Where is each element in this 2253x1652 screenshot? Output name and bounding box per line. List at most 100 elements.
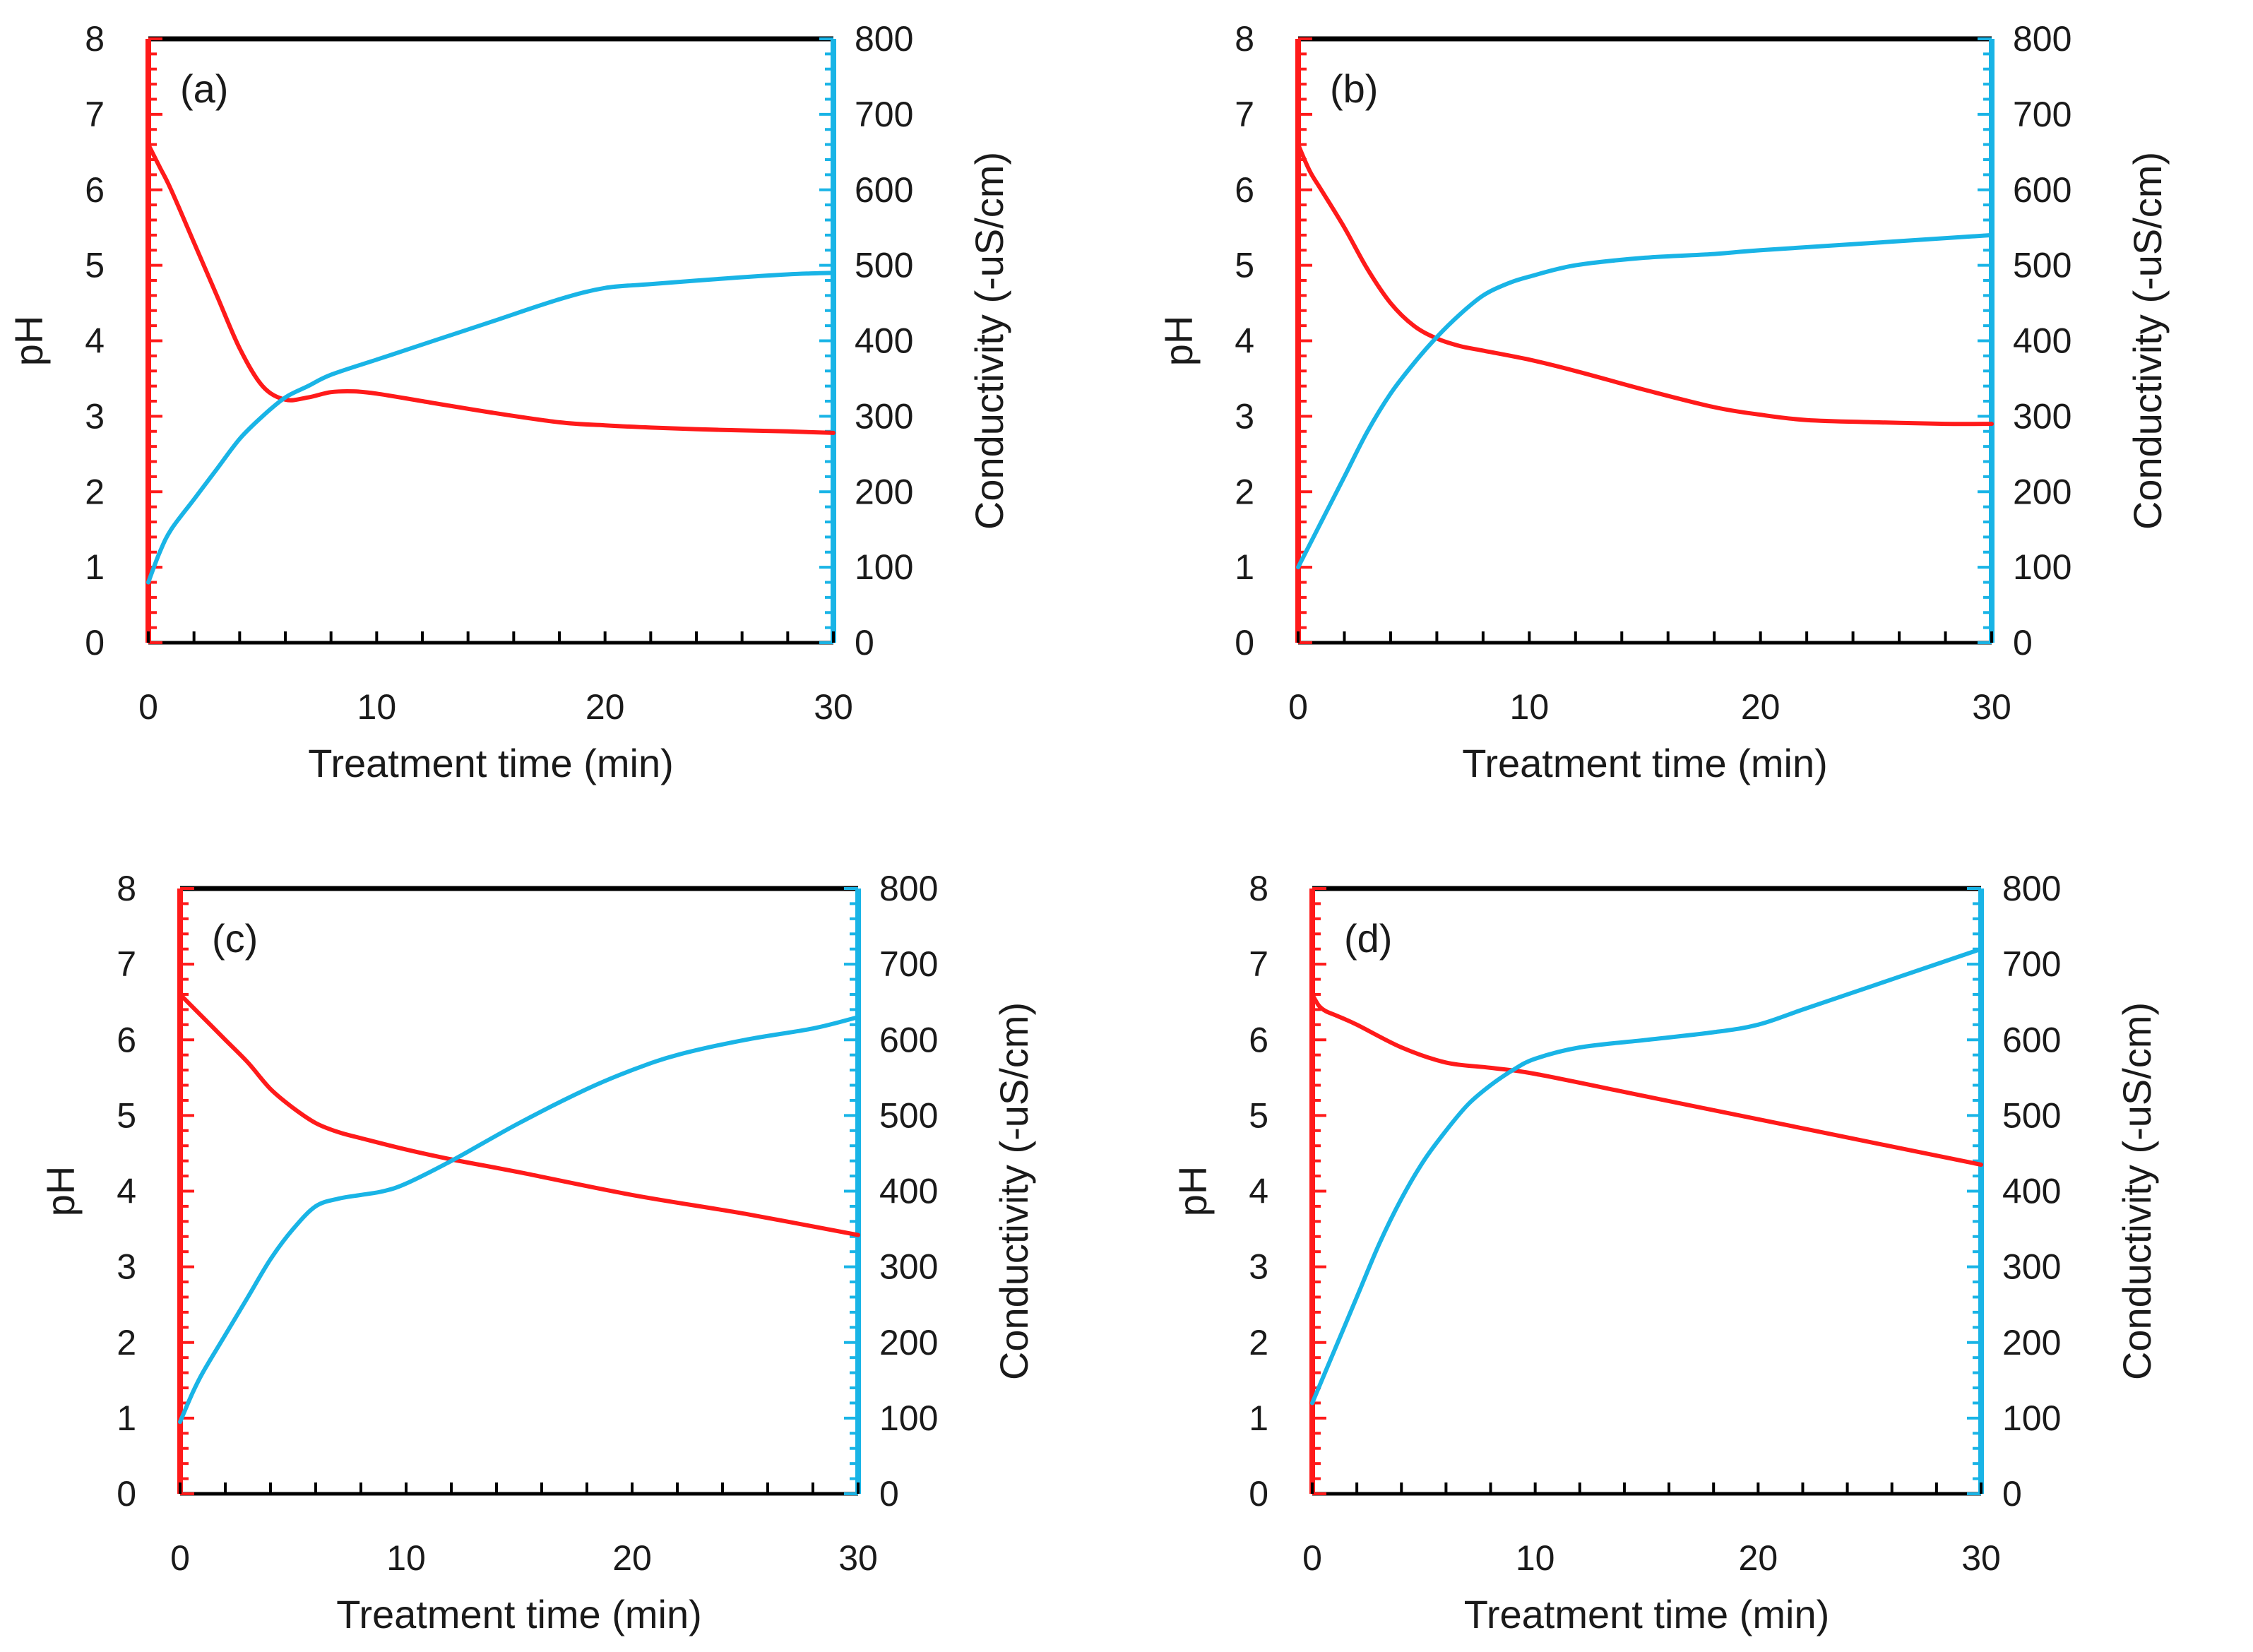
panel-b-x-tick-label: 30 bbox=[1972, 687, 2011, 727]
panel-a-ph-tick-label: 7 bbox=[85, 95, 105, 134]
panel-d-x-tick-label: 0 bbox=[1302, 1538, 1322, 1578]
panel-a-x-tick-label: 20 bbox=[585, 687, 625, 727]
panel-a-ph-line bbox=[146, 142, 836, 435]
panel-b-conductivity-tick-label: 800 bbox=[2013, 19, 2071, 59]
panel-c-ph-tick-label: 1 bbox=[117, 1398, 136, 1438]
panel-c-conductivity-line bbox=[178, 1015, 860, 1425]
panel-b-ph-tick-label: 5 bbox=[1235, 246, 1254, 285]
panel-a-conductivity-tick-label: 400 bbox=[855, 321, 913, 361]
panel-b-ph-tick-label: 0 bbox=[1235, 623, 1254, 662]
panel-d-conductivity-tick-label: 500 bbox=[2002, 1095, 2061, 1135]
panel-c-x-tick-label: 0 bbox=[170, 1538, 190, 1578]
panel-c-ph-axis-title: pH bbox=[38, 1166, 83, 1217]
panel-a-ph-tick-label: 5 bbox=[85, 246, 105, 285]
panel-a-x-tick-label: 30 bbox=[814, 687, 853, 727]
panel-a-x-tick-label: 0 bbox=[138, 687, 158, 727]
panel-a-ph-tick-label: 4 bbox=[85, 321, 105, 361]
panel-a-ph-tick-label: 2 bbox=[85, 472, 105, 511]
panel-d-x-axis-title: Treatment time (min) bbox=[1464, 1592, 1830, 1636]
panel-b-conductivity-tick-label: 200 bbox=[2013, 472, 2071, 511]
panel-b-x-tick-label: 10 bbox=[1510, 687, 1550, 727]
panel-a-conductivity-tick-label: 500 bbox=[855, 246, 913, 285]
panel-a-conductivity-tick-label: 600 bbox=[855, 170, 913, 210]
panel-d-ph-axis-title: pH bbox=[1170, 1166, 1215, 1217]
panel-d-conductivity-tick-label: 100 bbox=[2002, 1398, 2061, 1438]
panel-c-ph-tick-label: 8 bbox=[117, 869, 136, 908]
panel-b: 0 10 20 30012345678010020030040050060070080… bbox=[1156, 19, 2170, 785]
panel-b-conductivity-tick-label: 700 bbox=[2013, 95, 2071, 134]
panel-b-conductivity-line bbox=[1296, 232, 1994, 570]
panel-b-ph-tick-label: 7 bbox=[1235, 95, 1254, 134]
panel-b-ph-tick-label: 3 bbox=[1235, 396, 1254, 436]
panel-b-ph-tick-label: 4 bbox=[1235, 321, 1254, 361]
panel-c-conductivity-tick-label: 500 bbox=[879, 1095, 938, 1135]
panel-a-x-tick-label: 10 bbox=[357, 687, 397, 727]
panel-c-ph-tick-label: 2 bbox=[117, 1323, 136, 1362]
panel-b-x-tick-label: 20 bbox=[1741, 687, 1781, 727]
panel-a-ph-tick-label: 1 bbox=[85, 547, 105, 587]
panel-d-x-tick-label: 30 bbox=[1961, 1538, 2001, 1578]
panel-c-x-tick-label: 30 bbox=[838, 1538, 878, 1578]
panel-d-conductivity-tick-label: 300 bbox=[2002, 1247, 2061, 1287]
panel-a-ph-tick-label: 6 bbox=[85, 170, 105, 210]
panel-c-ph-tick-label: 4 bbox=[117, 1172, 136, 1211]
panel-a-conductivity-axis-title: Conductivity (-uS/cm) bbox=[967, 152, 1011, 530]
panel-c-ph-tick-label: 5 bbox=[117, 1095, 136, 1135]
panel-d-ph-tick-label: 0 bbox=[1249, 1474, 1268, 1514]
panel-c-conductivity-axis-title: Conductivity (-uS/cm) bbox=[992, 1002, 1036, 1380]
panel-c-conductivity-tick-label: 600 bbox=[879, 1020, 938, 1059]
panel-c-conductivity-tick-label: 300 bbox=[879, 1247, 938, 1287]
panel-d-conductivity-line bbox=[1310, 946, 1983, 1406]
panel-a-conductivity-tick-label: 100 bbox=[855, 547, 913, 587]
panel-a-conductivity-tick-label: 0 bbox=[855, 623, 874, 662]
panel-c-x-axis-title: Treatment time (min) bbox=[336, 1592, 702, 1636]
panel-c-ph-tick-label: 6 bbox=[117, 1020, 136, 1059]
panel-d-x-tick-label: 10 bbox=[1516, 1538, 1555, 1578]
panel-a-ph-tick-label: 0 bbox=[85, 623, 105, 662]
panel-d-ph-tick-label: 3 bbox=[1249, 1247, 1268, 1287]
panel-d-conductivity-tick-label: 200 bbox=[2002, 1323, 2061, 1362]
panel-b-ph-axis-title: pH bbox=[1156, 316, 1201, 367]
panel-a: 0 10 20 30012345678010020030040050060070080… bbox=[6, 19, 1011, 785]
panel-d-ph-tick-label: 8 bbox=[1249, 869, 1268, 908]
panel-a-conductivity-tick-label: 200 bbox=[855, 472, 913, 511]
panel-c-conductivity-tick-label: 800 bbox=[879, 869, 938, 908]
panel-b-conductivity-tick-label: 400 bbox=[2013, 321, 2071, 361]
panel-c-label: (c) bbox=[212, 916, 258, 961]
panel-b-conductivity-tick-label: 100 bbox=[2013, 547, 2071, 587]
panel-a-conductivity-line bbox=[146, 271, 836, 585]
panel-a-ph-tick-label: 3 bbox=[85, 396, 105, 436]
panel-c-conductivity-tick-label: 0 bbox=[879, 1474, 899, 1514]
panel-d-conductivity-tick-label: 600 bbox=[2002, 1020, 2061, 1059]
panel-c-ph-tick-label: 3 bbox=[117, 1247, 136, 1287]
panel-b-ph-line bbox=[1296, 142, 1994, 427]
panel-c-ph-tick-label: 7 bbox=[117, 944, 136, 984]
panel-b-conductivity-tick-label: 300 bbox=[2013, 396, 2071, 436]
panel-d-conductivity-tick-label: 700 bbox=[2002, 944, 2061, 984]
panel-d-conductivity-axis-title: Conductivity (-uS/cm) bbox=[2115, 1002, 2159, 1380]
panel-b-x-tick-label: 0 bbox=[1288, 687, 1308, 727]
panel-b-ph-tick-label: 8 bbox=[1235, 19, 1254, 59]
panel-b-ph-tick-label: 6 bbox=[1235, 170, 1254, 210]
panel-d-ph-line bbox=[1310, 992, 1983, 1167]
panel-d-conductivity-tick-label: 400 bbox=[2002, 1172, 2061, 1211]
panel-c-conductivity-tick-label: 700 bbox=[879, 944, 938, 984]
panel-d: 0 10 20 30012345678010020030040050060070080… bbox=[1170, 869, 2159, 1636]
panel-a-x-axis-title: Treatment time (min) bbox=[308, 741, 674, 785]
panel-b-conductivity-tick-label: 500 bbox=[2013, 246, 2071, 285]
panel-c-ph-tick-label: 0 bbox=[117, 1474, 136, 1514]
panel-b-label: (b) bbox=[1330, 66, 1378, 111]
panel-b-x-axis-title: Treatment time (min) bbox=[1462, 741, 1828, 785]
panel-d-x-tick-label: 20 bbox=[1739, 1538, 1778, 1578]
panel-d-ph-tick-label: 1 bbox=[1249, 1398, 1268, 1438]
panel-a-conductivity-tick-label: 800 bbox=[855, 19, 913, 59]
panel-d-ph-tick-label: 2 bbox=[1249, 1323, 1268, 1362]
panel-d-ph-tick-label: 4 bbox=[1249, 1172, 1268, 1211]
panel-b-conductivity-tick-label: 600 bbox=[2013, 170, 2071, 210]
panel-d-ph-tick-label: 7 bbox=[1249, 944, 1268, 984]
panel-b-conductivity-axis-title: Conductivity (-uS/cm) bbox=[2125, 152, 2170, 530]
panel-b-ph-tick-label: 1 bbox=[1235, 547, 1254, 587]
panel-b-ph-tick-label: 2 bbox=[1235, 472, 1254, 511]
panel-b-conductivity-tick-label: 0 bbox=[2013, 623, 2033, 662]
panel-a-ph-axis-title: pH bbox=[6, 316, 51, 367]
